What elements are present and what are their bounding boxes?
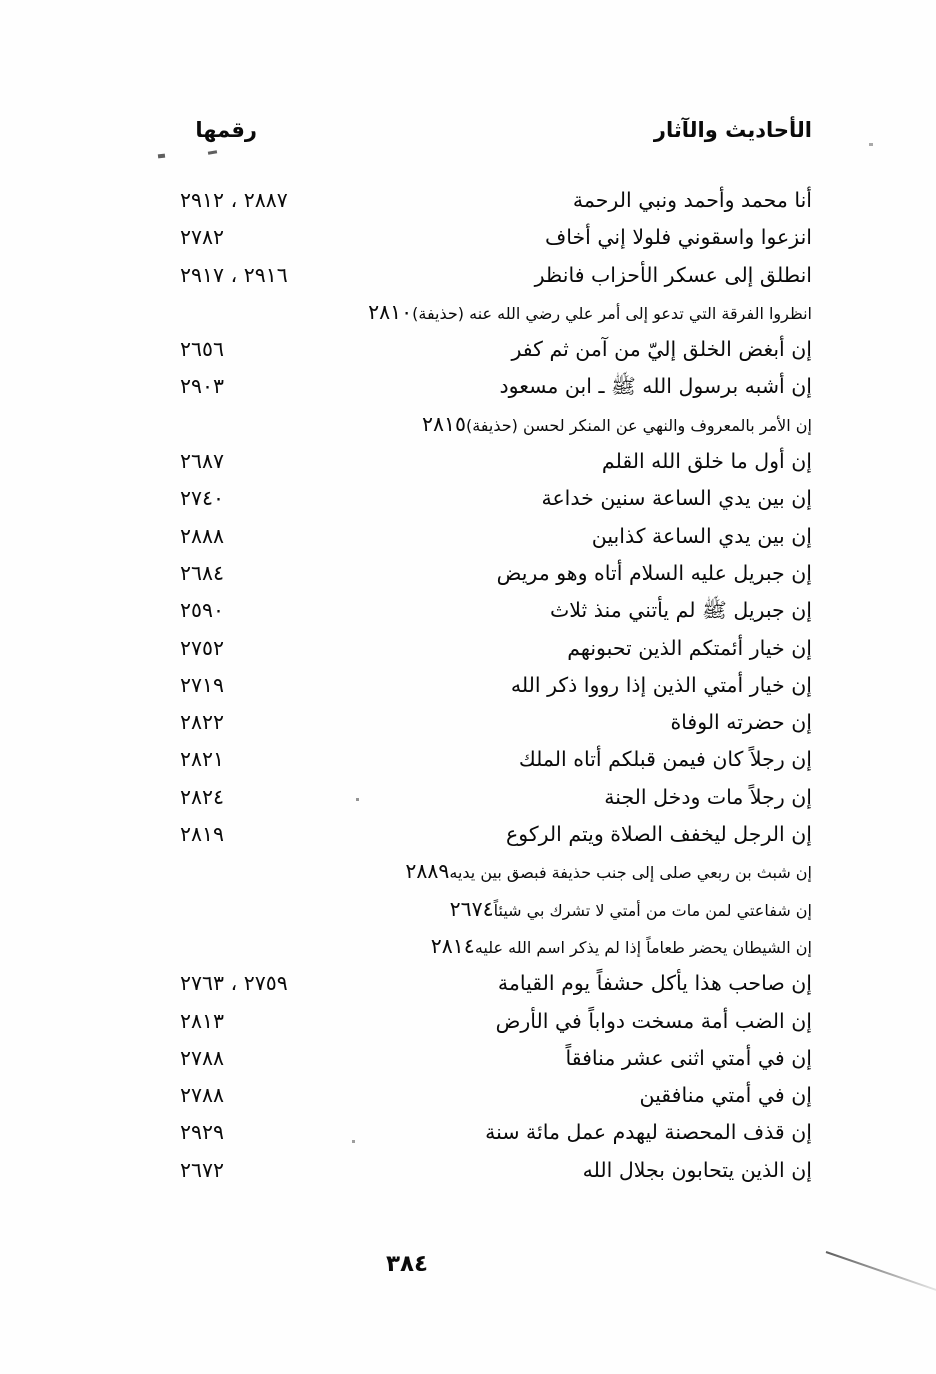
index-entry-text: إن في أمتي منافقين (639, 1083, 812, 1108)
index-entry-number: ٢٦٧٤ (449, 896, 494, 921)
index-entry: إن الأمر بالمعروف والنهي عن المنكر لحسن … (124, 406, 812, 443)
index-entry-number: ٢٩١٦ ، ٢٩١٧ (180, 262, 288, 287)
scan-speck (352, 1140, 355, 1143)
index-entry: إن أشبه برسول الله ﷺ ـ ابن مسعود ٢٩٠٣ (124, 368, 812, 405)
index-entry: إن الرجل ليخفف الصلاة ويتم الركوع ٢٨١٩ (124, 816, 812, 853)
index-entry-number: ٢٨٨٨ (180, 523, 225, 548)
index-entry-text: انظروا الفرقة التي تدعو إلى أمر علي رضي … (412, 303, 812, 323)
index-entry: أنا محمد وأحمد ونبي الرحمة ٢٨٨٧ ، ٢٩١٢ (124, 182, 812, 219)
index-entry-number: ٢٧٨٢ (180, 225, 225, 250)
index-entry-number: ٢٩٢٩ (180, 1120, 225, 1145)
index-entry: إن رجلاً كان فيمن قبلكم أتاه الملك ٢٨٢١ (124, 741, 812, 778)
page-number: ٣٨٤ (385, 1251, 429, 1277)
index-entry-text: إن الضب أمة مسخت دواباً في الأرض (495, 1008, 813, 1033)
index-entry: إن بين يدي الساعة سنين خداعة ٢٧٤٠ (124, 480, 812, 517)
index-entry-number: ٢٨٢٤ (180, 784, 225, 809)
scan-speck (869, 143, 873, 146)
index-entry-text: إن بين يدي الساعة كذابين (591, 523, 812, 548)
index-entry-text: إن أبغض الخلق إليّ من آمن ثم كفر (511, 337, 812, 362)
number-column-header: رقمها (195, 118, 257, 142)
index-entry-list: أنا محمد وأحمد ونبي الرحمة ٢٨٨٧ ، ٢٩١٢ انز… (124, 182, 812, 1189)
running-header: الأحاديث والآثار رقمها (124, 118, 812, 158)
index-entry: إن جبريل ﷺ لم يأتني منذ ثلاث ٢٥٩٠ (124, 592, 812, 629)
index-entry: إن حضرته الوفاة ٢٨٢٢ (124, 704, 812, 741)
index-entry: إن أبغض الخلق إليّ من آمن ثم كفر ٢٦٥٦ (124, 331, 812, 368)
scan-speck (157, 153, 166, 159)
index-entry-text: إن خيار أئمتكم الذين تحبونهم (567, 635, 812, 660)
index-entry-text: إن قذف المحصنة ليهدم عمل مائة سنة (485, 1120, 812, 1145)
index-entry-number: ٢٧٤٠ (180, 486, 225, 511)
index-entry-number: ٢٦٨٧ (180, 449, 225, 474)
index-entry-text: إن الذين يتحابون بجلال الله (582, 1157, 813, 1182)
index-entry: إن خيار أمتي الذين إذا رووا ذكر الله ٢٧١٩ (124, 667, 812, 704)
index-entry-text: إن جبريل عليه السلام أتاه وهو مريض (496, 560, 813, 585)
index-entry-inline-wrap: إن الأمر بالمعروف والنهي عن المنكر لحسن … (422, 406, 812, 444)
index-entry-inline-wrap: إن شفاعتي لمن مات من أمتي لا تشرك بي شيئ… (450, 891, 812, 929)
index-entry: إن شبث بن ربعي صلى إلى جنب حذيفة فبصق بي… (124, 853, 812, 890)
page-title: الأحاديث والآثار (653, 118, 812, 142)
index-entry: إن رجلاً مات ودخل الجنة ٢٨٢٤ (124, 779, 812, 816)
index-entry-text: إن حضرته الوفاة (670, 710, 812, 735)
index-entry: إن في أمتي اثنى عشر منافقاً ٢٧٨٨ (124, 1040, 812, 1077)
index-entry-text: انطلق إلى عسكر الأحزاب فانظر (534, 262, 813, 287)
index-entry-inline-wrap: انظروا الفرقة التي تدعو إلى أمر علي رضي … (368, 294, 812, 332)
index-entry: إن جبريل عليه السلام أتاه وهو مريض ٢٦٨٤ (124, 555, 812, 592)
index-entry-number: ٢٧١٩ (180, 672, 225, 697)
index-entry-number: ٢٨٨٧ ، ٢٩١٢ (180, 188, 288, 212)
index-entry: إن شفاعتي لمن مات من أمتي لا تشرك بي شيئ… (124, 891, 812, 928)
index-entry: إن أول ما خلق الله القلم ٢٦٨٧ (124, 443, 812, 480)
index-entry-text: إن صاحب هذا يأكل حشفاً يوم القيامة (497, 971, 812, 996)
index-entry-number: ٢٧٥٢ (180, 635, 225, 660)
index-entry-number: ٢٦٨٤ (180, 560, 225, 585)
index-entry-number: ٢٥٩٠ (180, 598, 225, 623)
scan-edge-artifact (825, 1251, 936, 1292)
index-entry-text: إن أشبه برسول الله ﷺ ـ ابن مسعود (499, 374, 813, 399)
index-entry-number: ٢٨١٣ (180, 1008, 225, 1033)
index-entry-inline-wrap: إن الشيطان يحضر طعاماً إذا لم يذكر اسم ا… (431, 928, 812, 966)
scan-speck (356, 798, 359, 801)
index-entry-number: ٢٨١٠ (368, 299, 413, 324)
index-entry-text: إن جبريل ﷺ لم يأتني منذ ثلاث (550, 598, 812, 623)
index-entry: انزعوا واسقوني فلولا إني أخاف ٢٧٨٢ (124, 219, 812, 256)
index-entry-text: إن الشيطان يحضر طعاماً إذا لم يذكر اسم ا… (474, 937, 812, 957)
index-entry-text: إن رجلاً كان فيمن قبلكم أتاه الملك (518, 747, 812, 772)
index-entry-number: ٢٨٨٩ (405, 859, 450, 884)
index-entry-text: إن في أمتي اثنى عشر منافقاً (565, 1045, 812, 1070)
index-entry: إن صاحب هذا يأكل حشفاً يوم القيامة ٢٧٥٩ ،… (124, 965, 812, 1002)
index-entry: إن بين يدي الساعة كذابين ٢٨٨٨ (124, 518, 812, 555)
index-entry-text: انزعوا واسقوني فلولا إني أخاف (544, 225, 812, 250)
index-entry-number: ٢٨١٩ (180, 822, 225, 847)
index-entry-text: أنا محمد وأحمد ونبي الرحمة (572, 188, 812, 212)
index-entry-text: إن شبث بن ربعي صلى إلى جنب حذيفة فبصق بي… (449, 863, 812, 883)
index-entry: إن في أمتي منافقين ٢٧٨٨ (124, 1077, 812, 1114)
index-entry-number: ٢٨٢٢ (180, 710, 225, 735)
index-entry-number: ٢٦٥٦ (180, 337, 225, 362)
index-entry: إن قذف المحصنة ليهدم عمل مائة سنة ٢٩٢٩ (124, 1114, 812, 1151)
index-entry: إن الذين يتحابون بجلال الله ٢٦٧٢ (124, 1152, 812, 1189)
index-entry-text: إن بين يدي الساعة سنين خداعة (541, 486, 812, 511)
index-entry-text: إن خيار أمتي الذين إذا رووا ذكر الله (510, 672, 812, 697)
index-entry: إن الشيطان يحضر طعاماً إذا لم يذكر اسم ا… (124, 928, 812, 965)
index-entry: انظروا الفرقة التي تدعو إلى أمر علي رضي … (124, 294, 812, 331)
index-entry-number: ٢٧٨٨ (180, 1045, 225, 1070)
index-entry-text: إن رجلاً مات ودخل الجنة (604, 784, 812, 809)
index-entry-text: إن أول ما خلق الله القلم (601, 449, 812, 474)
index-entry-number: ٢٧٥٩ ، ٢٧٦٣ (180, 971, 288, 996)
index-entry-number: ٢٧٨٨ (180, 1083, 225, 1108)
index-entry: إن الضب أمة مسخت دواباً في الأرض ٢٨١٣ (124, 1003, 812, 1040)
index-entry-number: ٢٨٢١ (180, 747, 225, 772)
index-entry-number: ٢٨١٥ (421, 411, 466, 436)
index-entry: إن خيار أئمتكم الذين تحبونهم ٢٧٥٢ (124, 630, 812, 667)
index-entry-number: ٢٦٧٢ (180, 1157, 225, 1182)
index-entry-text: إن شفاعتي لمن مات من أمتي لا تشرك بي شيئ… (493, 900, 812, 920)
index-entry: انطلق إلى عسكر الأحزاب فانظر ٢٩١٦ ، ٢٩١٧ (124, 257, 812, 294)
index-entry-text: إن الرجل ليخفف الصلاة ويتم الركوع (506, 822, 812, 847)
index-entry-text: إن الأمر بالمعروف والنهي عن المنكر لحسن … (465, 415, 812, 435)
index-entry-inline-wrap: إن شبث بن ربعي صلى إلى جنب حذيفة فبصق بي… (405, 853, 812, 891)
index-entry-number: ٢٨١٤ (430, 933, 475, 958)
index-entry-number: ٢٩٠٣ (180, 374, 225, 399)
